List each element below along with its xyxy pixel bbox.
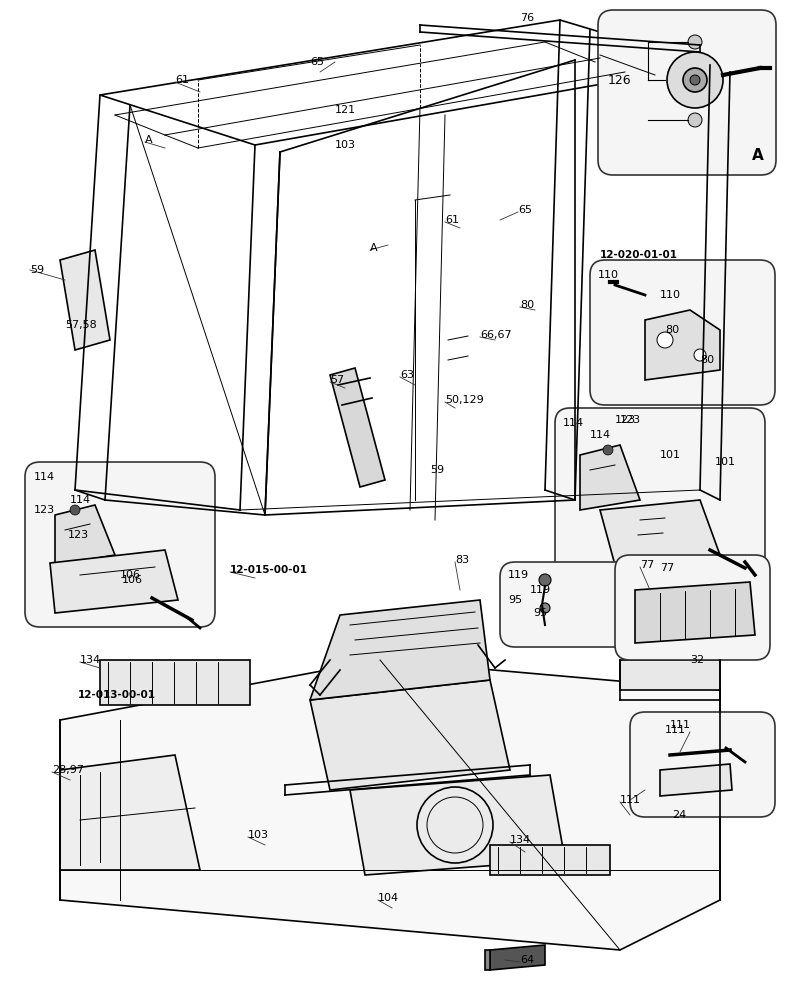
Polygon shape: [635, 582, 755, 643]
Text: 114: 114: [70, 495, 91, 505]
Text: 28,97: 28,97: [52, 765, 84, 775]
Text: 119: 119: [530, 585, 551, 595]
Text: 114: 114: [590, 430, 611, 440]
Polygon shape: [350, 775, 565, 875]
Text: 123: 123: [68, 530, 89, 540]
Text: 103: 103: [248, 830, 269, 840]
Text: 111: 111: [665, 725, 686, 735]
Polygon shape: [580, 445, 640, 510]
Text: 12-013-00-01: 12-013-00-01: [78, 690, 156, 700]
Circle shape: [657, 332, 673, 348]
Circle shape: [540, 603, 550, 613]
Text: 66,67: 66,67: [480, 330, 512, 340]
Polygon shape: [60, 250, 110, 350]
Text: 95: 95: [533, 608, 547, 618]
Text: 63: 63: [400, 370, 414, 380]
Text: 59: 59: [30, 265, 44, 275]
Text: 103: 103: [335, 140, 356, 150]
Text: 80: 80: [665, 325, 679, 335]
Text: 24: 24: [672, 810, 686, 820]
Text: A: A: [370, 243, 378, 253]
Text: 121: 121: [335, 105, 356, 115]
Polygon shape: [50, 550, 178, 613]
Text: 65: 65: [518, 205, 532, 215]
Polygon shape: [485, 950, 490, 970]
Text: 114: 114: [563, 418, 584, 428]
Text: 64: 64: [520, 955, 534, 965]
FancyBboxPatch shape: [630, 712, 775, 817]
Text: 114: 114: [34, 472, 55, 482]
FancyBboxPatch shape: [598, 10, 776, 175]
Polygon shape: [660, 764, 732, 796]
Text: 57: 57: [330, 375, 345, 385]
Circle shape: [539, 574, 551, 586]
FancyBboxPatch shape: [590, 260, 775, 405]
Polygon shape: [310, 680, 510, 790]
Polygon shape: [600, 500, 720, 565]
FancyBboxPatch shape: [25, 462, 215, 627]
Text: 101: 101: [660, 450, 681, 460]
Text: 12-015-00-01: 12-015-00-01: [230, 565, 308, 575]
Polygon shape: [490, 945, 545, 970]
Text: A: A: [752, 147, 764, 162]
Polygon shape: [60, 755, 200, 870]
Text: 106: 106: [122, 575, 143, 585]
Text: 59: 59: [430, 465, 444, 475]
Polygon shape: [310, 600, 490, 700]
Text: 123: 123: [615, 415, 636, 425]
Text: 134: 134: [510, 835, 531, 845]
Text: 106: 106: [120, 570, 141, 580]
Text: 77: 77: [640, 560, 654, 570]
Text: 123: 123: [34, 505, 55, 515]
Text: 80: 80: [700, 355, 714, 365]
Text: 123: 123: [620, 415, 642, 425]
Text: A: A: [145, 135, 153, 145]
Bar: [100, 660, 250, 705]
Text: 77: 77: [660, 563, 674, 573]
Circle shape: [603, 445, 613, 455]
Text: 110: 110: [598, 270, 619, 280]
Text: 83: 83: [455, 555, 469, 565]
Text: 111: 111: [620, 795, 641, 805]
Bar: [620, 660, 720, 690]
Circle shape: [688, 113, 702, 127]
Text: 12-020-01-01: 12-020-01-01: [600, 250, 678, 260]
Text: 95: 95: [508, 595, 522, 605]
FancyBboxPatch shape: [500, 562, 635, 647]
Text: 61: 61: [445, 215, 459, 225]
Text: 76: 76: [520, 13, 534, 23]
Text: 101: 101: [715, 457, 736, 467]
Text: 111: 111: [670, 720, 691, 730]
Text: 32: 32: [690, 655, 704, 665]
Polygon shape: [60, 660, 720, 950]
Circle shape: [70, 505, 80, 515]
FancyBboxPatch shape: [555, 408, 765, 576]
Circle shape: [683, 68, 707, 92]
Text: 104: 104: [378, 893, 399, 903]
Text: 110: 110: [660, 290, 681, 300]
Text: 61: 61: [175, 75, 189, 85]
Text: 50,129: 50,129: [445, 395, 484, 405]
FancyBboxPatch shape: [615, 555, 770, 660]
Polygon shape: [330, 368, 385, 487]
Text: 80: 80: [520, 300, 534, 310]
Polygon shape: [645, 310, 720, 380]
Text: 134: 134: [80, 655, 101, 665]
Text: 126: 126: [608, 74, 632, 87]
Text: 57,58: 57,58: [65, 320, 97, 330]
Circle shape: [688, 35, 702, 49]
Circle shape: [667, 52, 723, 108]
Text: 65: 65: [310, 57, 324, 67]
Polygon shape: [55, 505, 115, 565]
Bar: [490, 845, 610, 875]
Text: 119: 119: [508, 570, 529, 580]
Circle shape: [694, 349, 706, 361]
Circle shape: [690, 75, 700, 85]
